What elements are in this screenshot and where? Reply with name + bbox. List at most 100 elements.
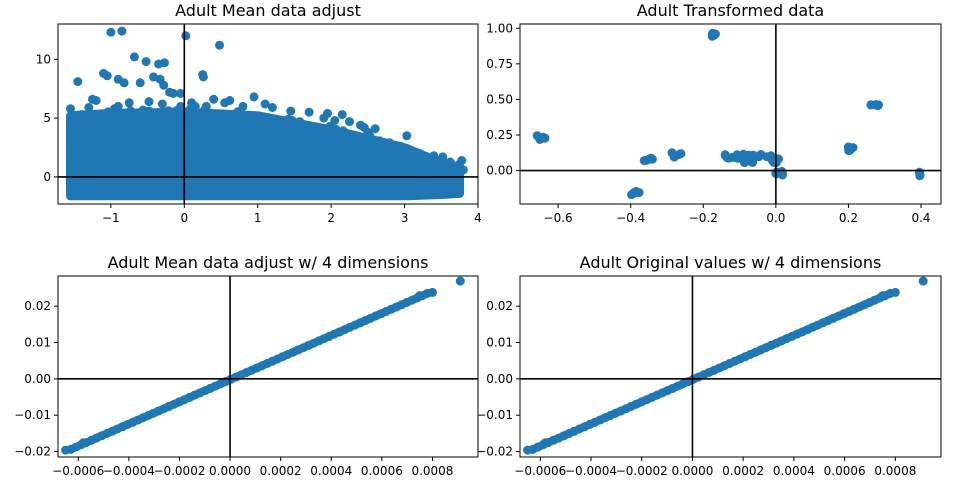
- data-point: [438, 152, 448, 162]
- data-point: [415, 291, 425, 301]
- data-point: [402, 131, 412, 141]
- plot-area: [520, 276, 941, 457]
- data-point: [159, 80, 169, 90]
- data-point: [349, 140, 359, 150]
- chart-mean-data-adjust: Adult Mean data adjust −1 0 1 2 3 4 0 5 10: [36, 1, 482, 225]
- x-tick-label: −0.0002: [153, 464, 205, 478]
- y-tick-label: 10: [36, 52, 51, 66]
- data-point: [710, 30, 720, 40]
- data-point: [88, 94, 97, 104]
- y-tick-label: 0.00: [486, 372, 513, 386]
- x-tick-label: −0.0004: [565, 464, 617, 478]
- data-point: [878, 291, 888, 301]
- y-tick-label: 0.25: [486, 128, 513, 142]
- data-point: [252, 114, 262, 124]
- data-point: [164, 115, 174, 125]
- x-tick-label: −1: [102, 211, 120, 225]
- y-tick-label: −0.02: [14, 445, 51, 459]
- x-tick-label: 0.0000: [209, 464, 251, 478]
- data-point: [132, 117, 142, 127]
- data-point: [201, 101, 211, 111]
- data-point: [119, 78, 129, 88]
- data-point: [918, 276, 928, 286]
- axes-frame: [519, 275, 942, 458]
- x-tick-label: −0.4: [616, 211, 645, 225]
- data-point: [767, 155, 777, 165]
- data-point: [129, 52, 139, 62]
- data-point: [168, 88, 178, 98]
- y-tick-label: 0.02: [24, 299, 51, 313]
- x-tick-label: 0.0006: [824, 464, 866, 478]
- chart-title: Adult Original values w/ 4 dimensions: [580, 253, 882, 272]
- chart-transformed-data: Adult Transformed data −0.6 −0.4 −0.2 0.0 0.…: [486, 1, 942, 225]
- data-point: [238, 101, 248, 111]
- data-point: [141, 57, 151, 67]
- data-point: [444, 164, 454, 174]
- data-point: [270, 123, 280, 133]
- data-point: [458, 165, 468, 175]
- data-point: [116, 112, 126, 122]
- x-tick-label: 0.2: [839, 211, 858, 225]
- data-point: [375, 147, 385, 157]
- y-tick-label: 1.00: [486, 21, 513, 35]
- data-point: [187, 98, 197, 108]
- data-point: [204, 119, 214, 129]
- y-tick-label: 5: [43, 111, 51, 125]
- x-tick-label: 0.0: [766, 211, 785, 225]
- data-point: [414, 148, 424, 158]
- data-point: [309, 131, 319, 141]
- data-point: [429, 164, 439, 174]
- y-tick-label: 0.01: [24, 336, 51, 350]
- data-point: [61, 445, 71, 455]
- data-point: [176, 88, 186, 98]
- data-point: [178, 115, 188, 125]
- data-point: [326, 134, 336, 144]
- x-tick-label: 4: [474, 211, 482, 225]
- y-tick-label: 0.02: [486, 299, 513, 313]
- data-point: [181, 31, 191, 41]
- axes-frame: [57, 23, 479, 205]
- data-point: [106, 27, 116, 37]
- data-point: [339, 127, 349, 137]
- data-point: [370, 124, 380, 134]
- data-point: [221, 119, 231, 129]
- data-point: [739, 157, 749, 167]
- data-point: [227, 111, 237, 121]
- data-point: [676, 149, 686, 159]
- data-point: [78, 438, 88, 448]
- data-point: [260, 118, 269, 127]
- data-point: [66, 104, 75, 114]
- data-point: [532, 131, 542, 141]
- y-tick-label: 0.01: [486, 336, 513, 350]
- x-tick-label: 0.0008: [874, 464, 916, 478]
- data-point: [215, 40, 224, 50]
- data-point: [385, 140, 395, 150]
- data-point: [160, 58, 169, 68]
- plot-area: [58, 24, 478, 204]
- data-point: [267, 103, 277, 112]
- data-point: [153, 117, 163, 127]
- data-point: [388, 148, 398, 158]
- x-tick-label: 0: [180, 211, 188, 225]
- x-tick-label: 0.4: [911, 211, 930, 225]
- data-point: [84, 103, 94, 112]
- data-point: [540, 438, 550, 448]
- plot-area: [520, 24, 941, 204]
- data-point: [287, 116, 297, 125]
- data-point: [124, 98, 134, 108]
- chart-title: Adult Transformed data: [637, 1, 824, 20]
- data-point: [890, 287, 900, 297]
- chart-title: Adult Mean data adjust w/ 4 dimensions: [108, 253, 429, 272]
- data-point: [639, 156, 649, 166]
- data-point: [523, 445, 533, 455]
- data-point: [135, 78, 145, 88]
- data-point: [915, 171, 925, 181]
- data-point: [407, 146, 417, 156]
- data-point: [157, 99, 167, 109]
- data-point: [234, 113, 244, 122]
- data-point: [363, 127, 373, 137]
- x-tick-label: −0.6: [544, 211, 573, 225]
- data-point: [455, 276, 465, 286]
- x-tick-label: 0.0002: [260, 464, 302, 478]
